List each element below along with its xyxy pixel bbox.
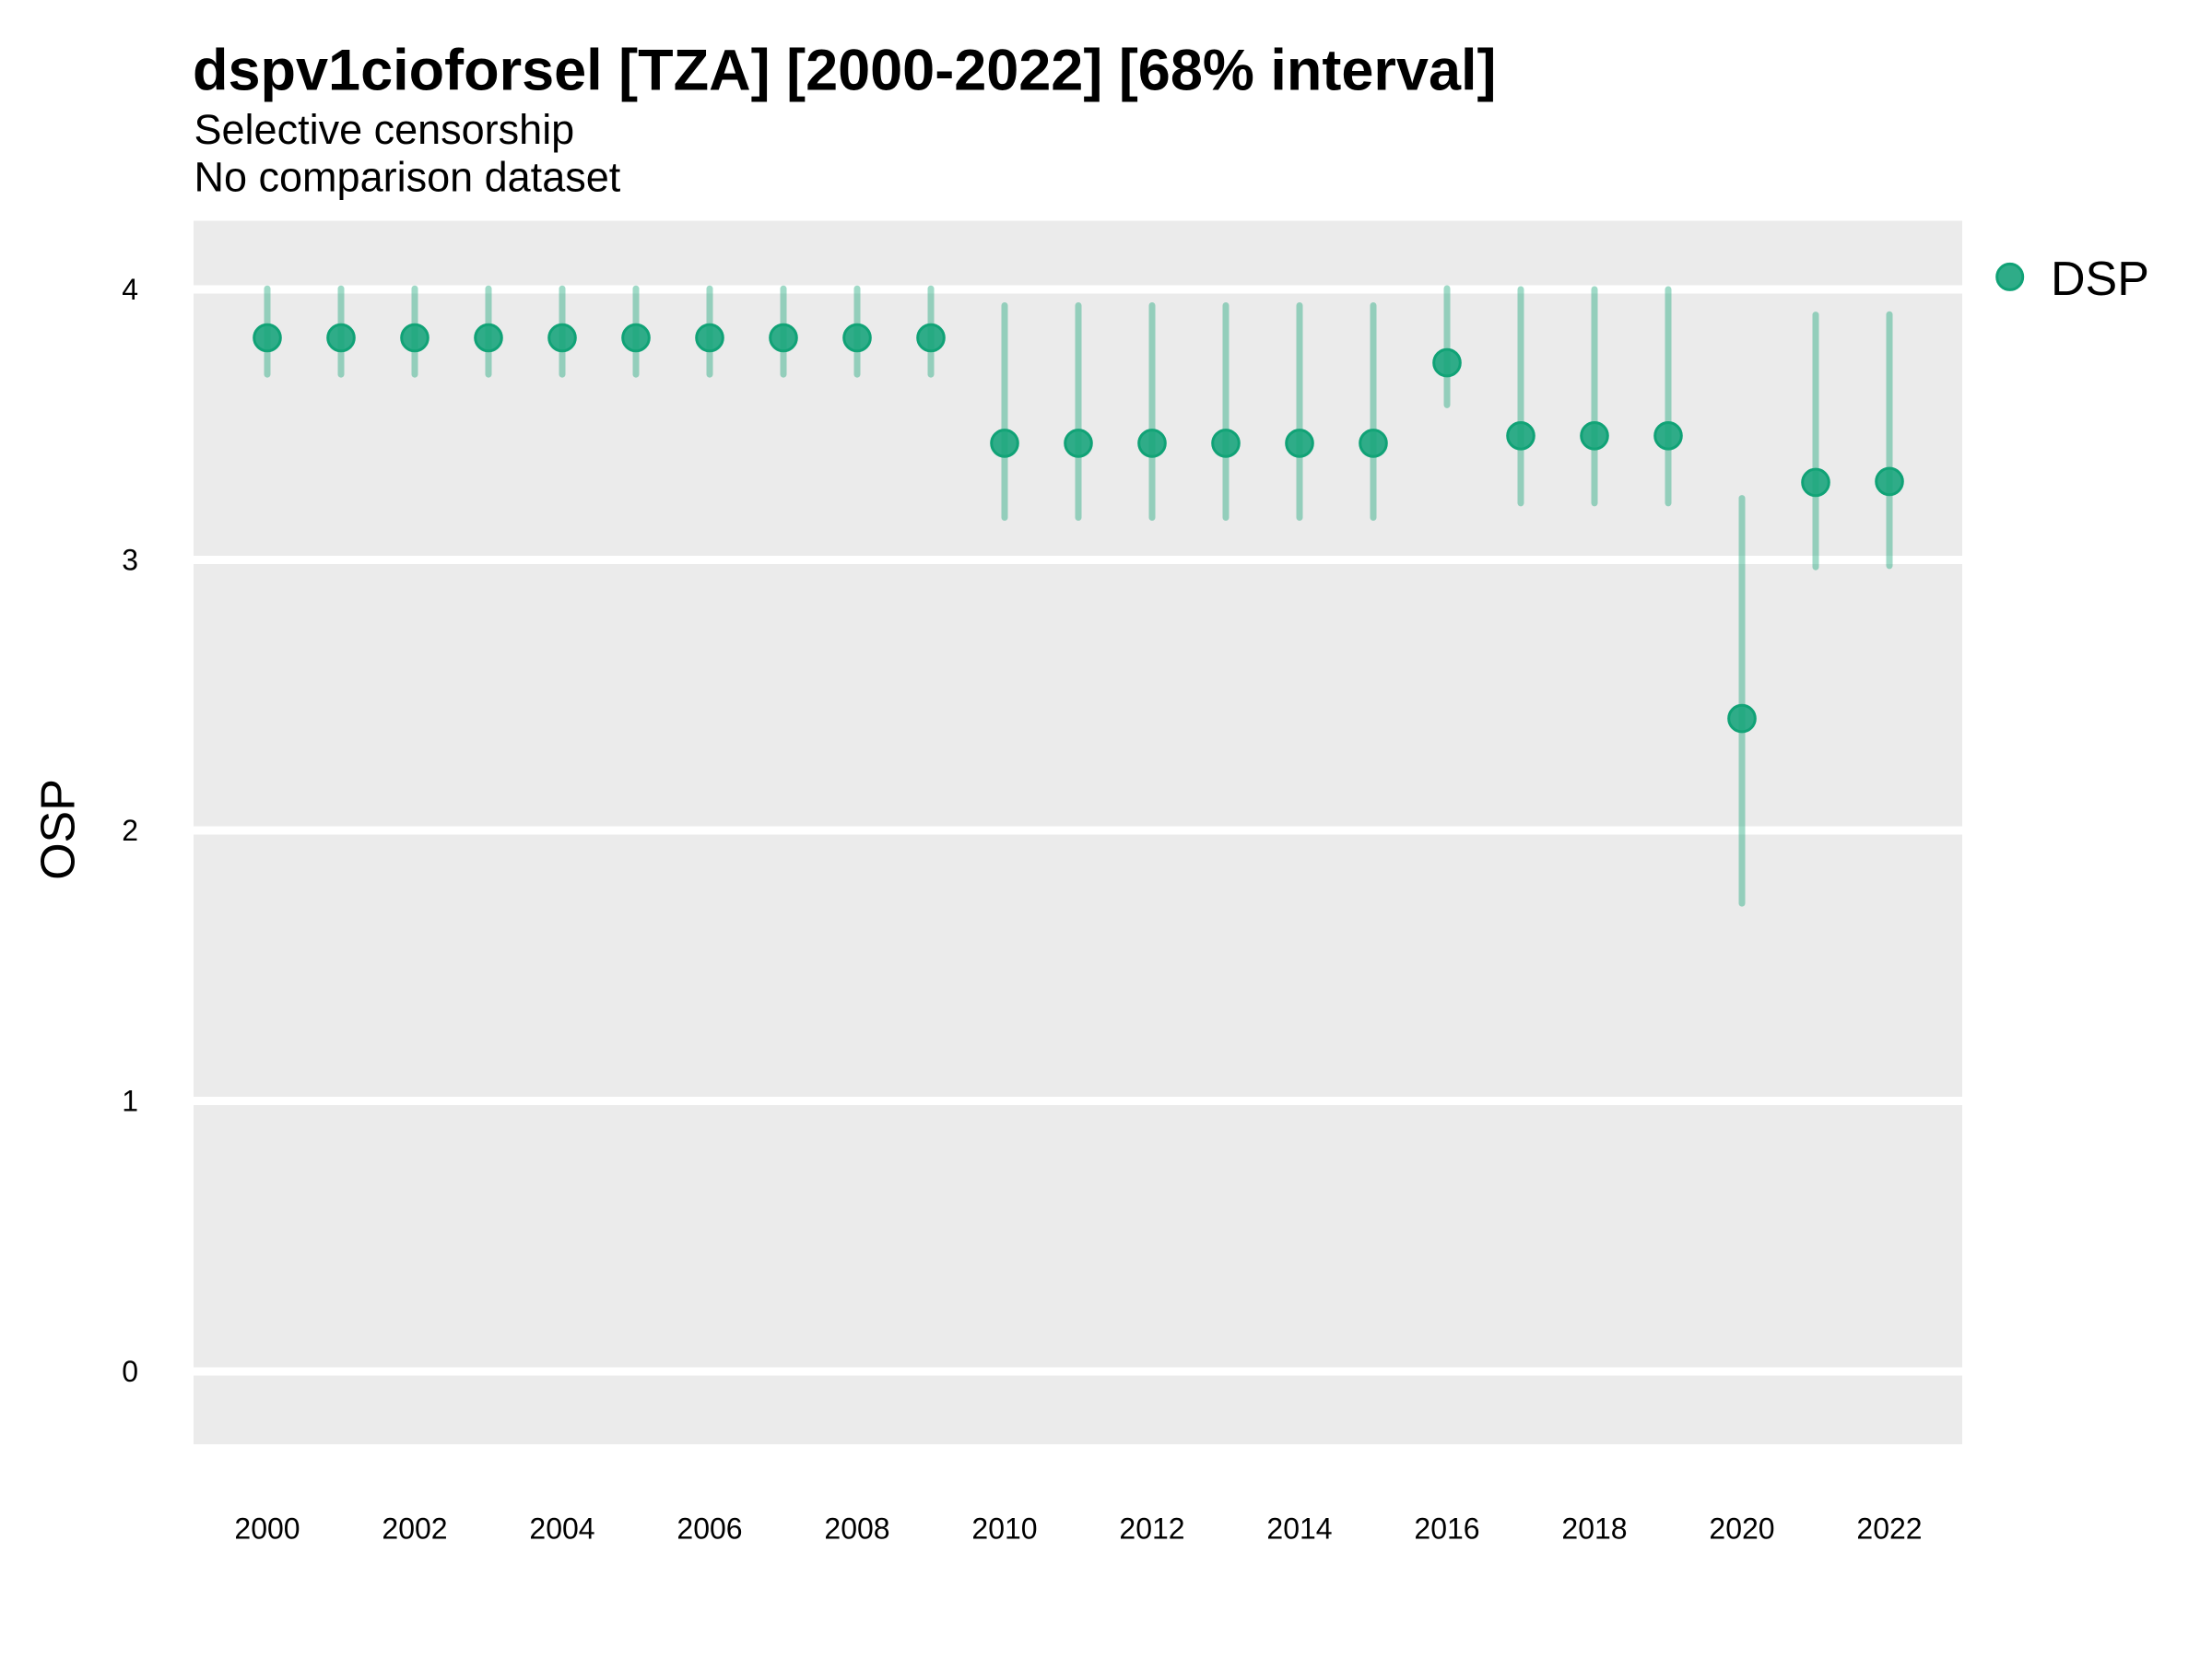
svg-text:1: 1 xyxy=(122,1084,138,1117)
svg-text:2012: 2012 xyxy=(1119,1512,1184,1545)
svg-text:2022: 2022 xyxy=(1856,1512,1922,1545)
svg-text:Selective censorship: Selective censorship xyxy=(194,106,575,153)
svg-text:2008: 2008 xyxy=(824,1512,889,1545)
svg-text:dspv1cioforsel [TZA] [2000-202: dspv1cioforsel [TZA] [2000-2022] [68% in… xyxy=(193,39,1497,103)
svg-text:2: 2 xyxy=(122,814,138,847)
svg-text:OSP: OSP xyxy=(32,779,86,880)
svg-text:2002: 2002 xyxy=(382,1512,447,1545)
svg-text:2000: 2000 xyxy=(234,1512,300,1545)
svg-text:2004: 2004 xyxy=(529,1512,594,1545)
svg-text:2014: 2014 xyxy=(1266,1512,1332,1545)
svg-text:2016: 2016 xyxy=(1414,1512,1479,1545)
svg-text:0: 0 xyxy=(122,1355,138,1388)
svg-text:DSP: DSP xyxy=(2051,253,2149,306)
svg-text:2018: 2018 xyxy=(1561,1512,1627,1545)
svg-text:No comparison dataset: No comparison dataset xyxy=(194,154,621,201)
svg-text:2006: 2006 xyxy=(677,1512,742,1545)
svg-text:2010: 2010 xyxy=(971,1512,1037,1545)
svg-text:2020: 2020 xyxy=(1709,1512,1774,1545)
svg-text:3: 3 xyxy=(122,543,138,576)
svg-text:4: 4 xyxy=(122,273,138,306)
